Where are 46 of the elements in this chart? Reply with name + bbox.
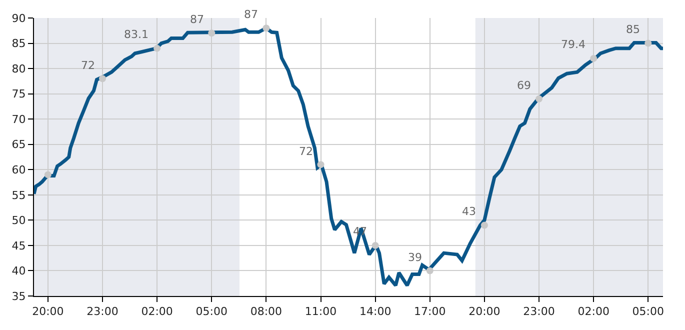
- y-tick-label: 50: [12, 214, 26, 228]
- annotation: 83.1: [124, 28, 148, 41]
- annotation: 79.4: [561, 38, 586, 51]
- annotation: 43: [462, 205, 476, 218]
- y-tick-label: 70: [12, 112, 26, 126]
- x-tick-label: 05:00: [196, 305, 228, 318]
- x-tick-label: 02:00: [141, 305, 173, 318]
- y-tick-label: 65: [12, 138, 26, 152]
- y-tick-label: 35: [12, 290, 26, 303]
- annotation: 72: [299, 145, 313, 158]
- y-tick-label: 40: [12, 264, 26, 278]
- y-tick-label: 90: [12, 12, 26, 25]
- point: [426, 267, 434, 274]
- annotation: 87: [244, 8, 258, 21]
- x-tick-label: 11:00: [304, 305, 337, 318]
- y-tick-label: 45: [12, 239, 26, 252]
- point: [262, 24, 270, 32]
- annotation: 69: [517, 79, 531, 92]
- y-tick-label: 80: [12, 62, 26, 76]
- point: [644, 40, 652, 47]
- annotation: 85: [626, 23, 640, 36]
- point: [99, 75, 106, 82]
- x-tick-label: 08:00: [250, 305, 282, 318]
- x-tick-label: 05:00: [632, 305, 664, 318]
- annotation: 39: [408, 251, 422, 264]
- point: [372, 242, 379, 249]
- y-tick-label: 75: [12, 88, 26, 101]
- point: [480, 222, 488, 229]
- point: [44, 171, 52, 178]
- x-tick-label: 20:00: [468, 305, 500, 318]
- y-tick-label: 55: [12, 188, 26, 202]
- x-tick-label: 20:00: [32, 305, 64, 318]
- y-tick-label: 85: [12, 37, 26, 50]
- point: [208, 30, 216, 37]
- x-tick-label: 23:00: [523, 305, 555, 318]
- annotation: 72: [81, 59, 95, 72]
- point: [590, 54, 598, 62]
- x-tick-label: 23:00: [86, 305, 118, 318]
- y-tick-label: 60: [12, 163, 26, 176]
- x-tick-label: 17:00: [414, 305, 446, 318]
- x-tick-label: 14:00: [359, 305, 392, 318]
- annotation: 87: [190, 13, 204, 26]
- point: [154, 44, 161, 52]
- point: [536, 95, 543, 102]
- point: [317, 161, 324, 168]
- x-tick-label: 02:00: [578, 305, 610, 318]
